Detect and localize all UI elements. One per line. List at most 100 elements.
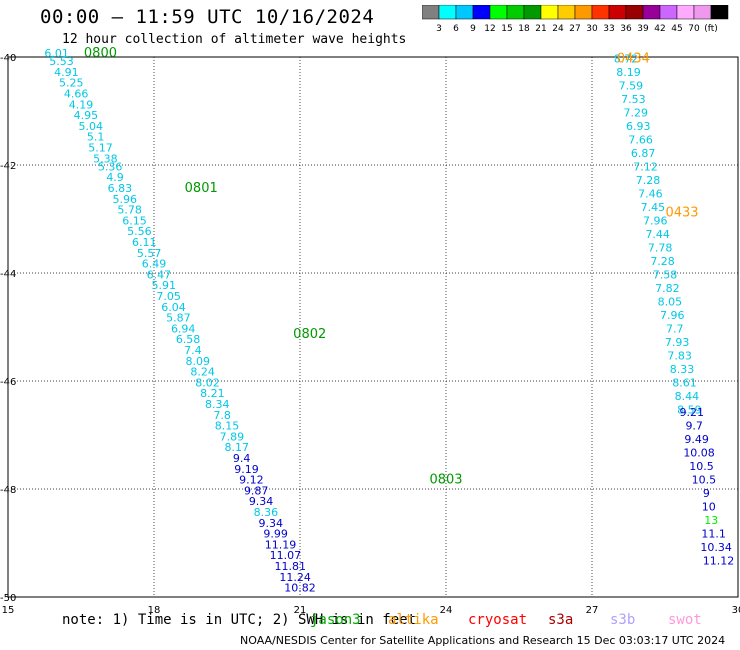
data-point-altika: 7.58: [653, 268, 678, 281]
colorbar-label: 21: [535, 24, 546, 34]
data-point-jason3: 5.87: [166, 312, 191, 325]
satellite-legend-altika: altika: [388, 612, 439, 628]
pass-time-label: 0802: [293, 327, 326, 342]
data-point-jason3: 5.78: [117, 204, 142, 217]
data-point-altika: 7.83: [667, 349, 692, 362]
data-point-jason3: 4.95: [74, 109, 99, 122]
data-point-altika: 9.21: [680, 406, 705, 419]
y-tick-label: -46: [0, 377, 16, 388]
data-point-altika: 9.49: [684, 433, 709, 446]
data-point-jason3: 10.82: [284, 582, 316, 595]
data-point-jason3: 8.21: [200, 387, 225, 400]
data-point-altika: 7.78: [648, 241, 673, 254]
colorbar-label: 9: [470, 24, 476, 34]
data-point-altika: 7.29: [624, 106, 649, 119]
colorbar-label: 24: [552, 24, 564, 34]
data-point-jason3: 6.94: [171, 322, 196, 335]
data-point-altika: 7.45: [641, 201, 666, 214]
data-point-jason3: 4.19: [69, 98, 94, 111]
data-point-altika: 7.28: [650, 255, 675, 268]
data-point-jason3: 11.19: [265, 538, 297, 551]
data-point-jason3: 9.87: [244, 484, 269, 497]
colorbar-label: 42: [654, 24, 665, 34]
data-point-jason3: 5.36: [98, 160, 123, 173]
x-tick-label: 21: [294, 605, 307, 616]
colorbar-label: 27: [569, 24, 580, 34]
data-point-altika: 7.46: [638, 187, 663, 200]
pass-time-label: 0803: [429, 473, 462, 488]
data-point-jason3: 6.49: [142, 258, 167, 271]
data-point-jason3: 9.34: [249, 495, 274, 508]
data-point-altika: 7.28: [636, 174, 661, 187]
data-point-jason3: 9.12: [239, 474, 264, 487]
x-tick-label: 15: [2, 605, 15, 616]
data-point-jason3: 5.1: [87, 131, 105, 144]
data-point-jason3: 5.56: [127, 225, 152, 238]
colorbar-swatch: [710, 5, 729, 20]
colorbar-label: (ft): [704, 24, 718, 34]
colorbar-label: 18: [518, 24, 530, 34]
colorbar-label: 30: [586, 24, 598, 34]
colorbar-label: 33: [603, 24, 614, 34]
data-point-jason3: 4.9: [106, 171, 124, 184]
x-tick-label: 18: [148, 605, 161, 616]
x-tick-label: 30: [732, 605, 740, 616]
colorbar-legend: 3 6 9 12 15 18 21 24 27 30 33 36 39 42 45 70 (ft): [422, 5, 729, 34]
colorbar-label: 15: [501, 24, 512, 34]
data-point-jason3: 5.53: [49, 55, 74, 68]
satellite-legend-jason3: jason3: [310, 612, 361, 628]
data-point-jason3: 11.07: [270, 549, 302, 562]
data-point-altika: 9: [703, 487, 710, 500]
data-point-altika: 8.72: [614, 52, 639, 65]
y-tick-label: -48: [0, 485, 16, 496]
data-point-jason3: 8.17: [224, 441, 249, 454]
data-point-jason3: 6.11: [132, 236, 157, 249]
data-point-altika: 11.12: [703, 555, 735, 568]
satellite-legend-s3b: s3b: [610, 612, 636, 628]
data-point-jason3: 9.4: [233, 452, 251, 465]
satellite-legend-s3a: s3a: [548, 612, 574, 628]
satellite-legend-cryosat: cryosat: [468, 612, 528, 628]
y-tick-label: -50: [0, 593, 16, 604]
data-point-altika: 8.44: [675, 390, 700, 403]
data-point-jason3: 7.05: [156, 290, 181, 303]
pass-time-label: 0433: [665, 205, 698, 220]
data-point-jason3: 7.89: [220, 430, 245, 443]
data-point-altika: 6.87: [631, 147, 656, 160]
data-point-jason3: 9.99: [263, 528, 288, 541]
x-tick-label: 24: [440, 605, 453, 616]
data-point-jason3: 8.02: [195, 376, 220, 389]
data-point-altika: 7.82: [655, 282, 680, 295]
data-point-altika: 8.59: [677, 403, 702, 416]
data-point-jason3: 11.81: [275, 560, 307, 573]
pass-time-label: 0434: [617, 51, 650, 66]
data-point-jason3: 5.91: [151, 279, 176, 292]
data-point-jason3: 6.15: [122, 214, 147, 227]
colorbar-label: 6: [453, 24, 459, 34]
y-tick-label: -44: [0, 269, 16, 280]
data-point-altika: 6.93: [626, 120, 651, 133]
data-point-jason3: 6.83: [108, 182, 133, 195]
data-point-altika: 10.5: [692, 474, 717, 487]
data-point-altika: 8.19: [616, 66, 641, 79]
colorbar-label: 45: [671, 24, 682, 34]
y-tick-label: -40: [0, 53, 16, 64]
data-point-altika: 7.96: [643, 214, 668, 227]
x-tick-label: 27: [586, 605, 599, 616]
data-point-altika: 7.53: [621, 93, 646, 106]
data-point-jason3: 5.38: [93, 152, 118, 165]
colorbar-label: 70: [688, 24, 700, 34]
data-point-jason3: 9.34: [259, 517, 284, 530]
data-point-jason3: 8.09: [186, 355, 211, 368]
data-point-jason3: 8.24: [190, 366, 215, 379]
note-text: note: 1) Time is in UTC; 2) SWH is in fe…: [62, 612, 417, 628]
data-point-jason3: 7.8: [213, 409, 231, 422]
data-point-jason3: 11.24: [279, 571, 311, 584]
data-point-jason3: 8.36: [254, 506, 279, 519]
footer-credit: NOAA/NESDIS Center for Satellite Applica…: [240, 634, 726, 647]
data-point-altika: 10: [702, 501, 716, 514]
data-point-jason3: 6.47: [147, 268, 172, 281]
data-point-altika: 7.44: [645, 228, 670, 241]
data-point-altika: 8.05: [658, 295, 683, 308]
